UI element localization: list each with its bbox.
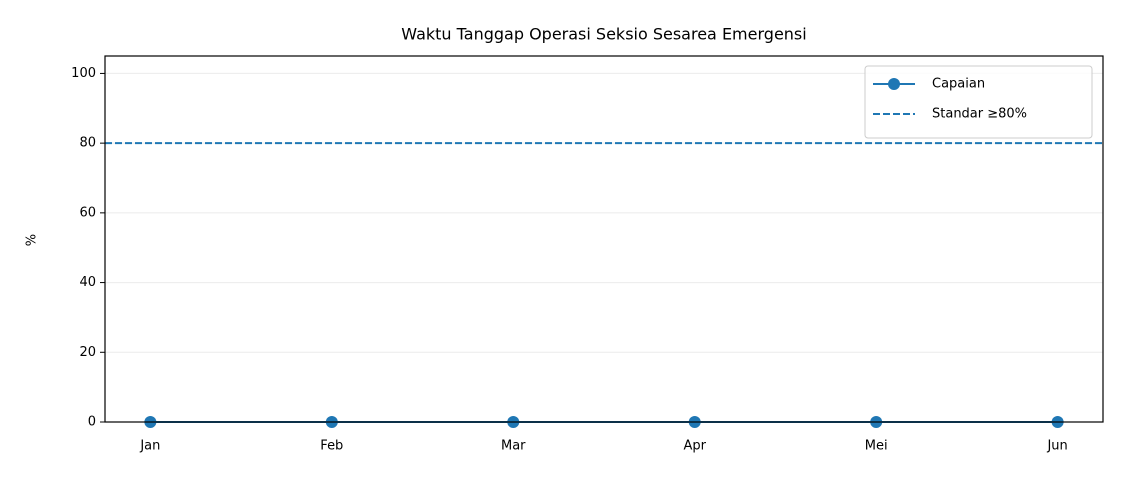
x-tick-label: Mar xyxy=(501,439,526,454)
x-tick-label: Mei xyxy=(865,439,888,454)
legend-label: Standar ≥80% xyxy=(932,107,1027,122)
y-tick-label: 0 xyxy=(88,415,96,430)
legend-marker xyxy=(888,78,900,90)
x-tick-label: Feb xyxy=(320,439,343,454)
legend-box xyxy=(864,65,1093,139)
legend-label: Capaian xyxy=(932,77,985,92)
x-tick-label: Jan xyxy=(139,439,160,454)
y-tick-label: 20 xyxy=(79,345,96,360)
y-tick-label: 40 xyxy=(79,275,96,290)
plot-frame xyxy=(104,55,1104,423)
y-axis-label: % xyxy=(25,234,40,246)
y-tick-label: 80 xyxy=(79,136,96,151)
chart-title: Waktu Tanggap Operasi Seksio Sesarea Eme… xyxy=(401,25,806,44)
y-tick-label: 100 xyxy=(71,66,96,81)
x-tick-label: Jun xyxy=(1046,439,1067,454)
x-tick-label: Apr xyxy=(683,439,706,454)
y-tick-label: 60 xyxy=(79,205,96,220)
